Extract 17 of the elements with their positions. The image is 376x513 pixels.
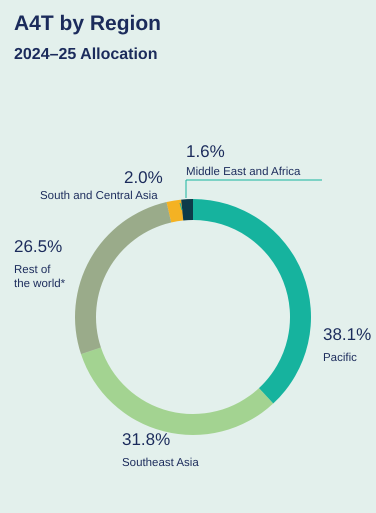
data-label: 26.5% — [14, 237, 62, 256]
data-label: 2.0% — [124, 168, 163, 187]
donut-slice — [81, 348, 274, 435]
data-label: 31.8% — [122, 430, 170, 449]
data-label: 1.6% — [186, 142, 225, 161]
donut-slice — [75, 202, 172, 354]
donut-slice — [181, 199, 193, 220]
data-label: 38.1% — [323, 325, 372, 344]
chart-title: A4T by Region — [14, 12, 162, 35]
donut-slice — [166, 200, 184, 222]
slice-label: Southeast Asia — [122, 457, 200, 469]
slice-label: Middle East and Africa — [186, 166, 302, 178]
slice-label: Rest of the world* — [14, 264, 66, 290]
slice-label: Pacific — [323, 352, 358, 364]
slice-label: South and Central Asia — [40, 190, 158, 202]
chart-subtitle: 2024–25 Allocation — [14, 46, 158, 63]
donut-slice — [193, 199, 311, 404]
